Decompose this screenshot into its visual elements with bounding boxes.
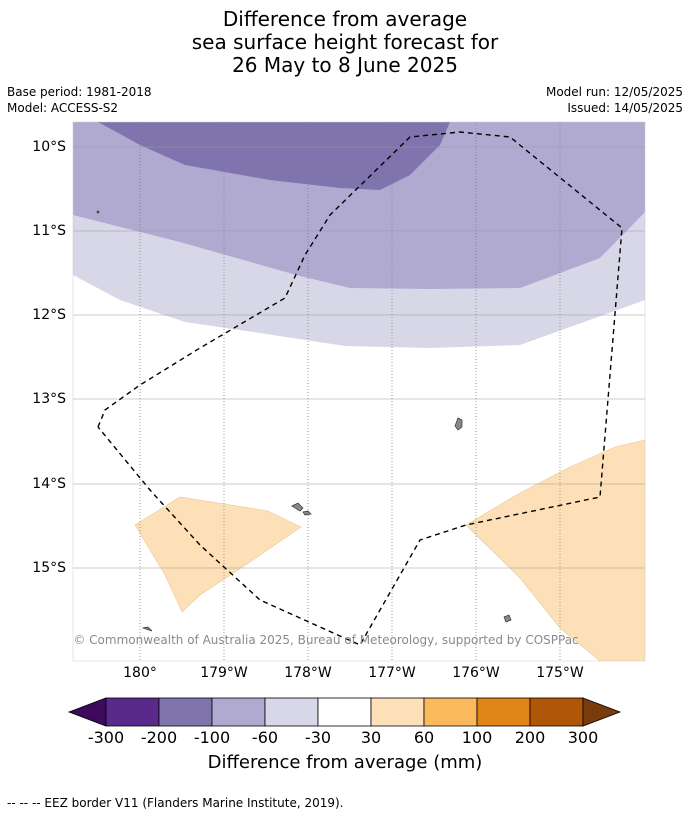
meta-left: Base period: 1981-2018 Model: ACCESS-S2: [7, 84, 152, 116]
colorbar-swatch: [158, 697, 213, 727]
colorbar-tick: 60: [413, 728, 435, 747]
lon-label: 179°W: [200, 665, 248, 681]
colorbar-extend-low: [67, 697, 107, 727]
eez-legend: -- -- -- EEZ border V11 (Flanders Marine…: [7, 796, 344, 810]
colorbar-swatch: [476, 697, 531, 727]
lat-label: 10°S: [32, 139, 66, 155]
colorbar-tick: -100: [193, 728, 231, 747]
island-south: [503, 614, 512, 623]
lat-label: 12°S: [32, 307, 66, 323]
title-line-3: 26 May to 8 June 2025: [232, 53, 458, 77]
colorbar-label: Difference from average (mm): [207, 752, 483, 773]
colorbar-swatch: [105, 697, 160, 727]
colorbar-extend-high: [582, 697, 622, 727]
copyright-notice: © Commonwealth of Australia 2025, Bureau…: [73, 633, 579, 647]
anomaly-region-pos30-west: [134, 496, 302, 613]
title-line-2: sea surface height forecast for: [191, 30, 499, 54]
colorbar-tick: 300: [567, 728, 599, 747]
colorbar-swatch: [423, 697, 478, 727]
meta-right: Model run: 12/05/2025 Issued: 14/05/2025: [546, 84, 683, 116]
lat-gridlines: [73, 146, 645, 569]
lat-label: 11°S: [32, 223, 66, 239]
island-alofi: [302, 510, 312, 516]
island-wallis: [454, 417, 463, 431]
lat-label: 15°S: [32, 560, 66, 576]
island-small-1: [141, 626, 153, 632]
model-name: Model: ACCESS-S2: [7, 101, 119, 115]
lon-label: 176°W: [452, 665, 500, 681]
issued-date: Issued: 14/05/2025: [567, 101, 683, 115]
colorbar-tick: 200: [514, 728, 546, 747]
lon-label: 180°: [123, 665, 157, 681]
colorbar-tick: -200: [140, 728, 178, 747]
colorbar-swatch: [317, 697, 372, 727]
map-plot-area: [73, 122, 645, 661]
lon-label: 178°W: [284, 665, 332, 681]
title-line-1: Difference from average: [222, 7, 468, 31]
lon-label: 177°W: [368, 665, 416, 681]
colorbar-swatch: [264, 697, 319, 727]
islands: [96, 210, 512, 632]
colorbar-tick: 100: [461, 728, 493, 747]
base-period: Base period: 1981-2018: [7, 85, 152, 99]
lat-label: 14°S: [32, 476, 66, 492]
lon-label: 175°W: [536, 665, 584, 681]
lat-label: 13°S: [32, 391, 66, 407]
model-run: Model run: 12/05/2025: [545, 85, 683, 99]
map-title: Difference from average sea surface heig…: [0, 8, 690, 77]
colorbar-swatch: [370, 697, 425, 727]
colorbar-swatch: [529, 697, 584, 727]
colorbar-tick: -300: [87, 728, 125, 747]
island-small-2: [96, 210, 100, 214]
colorbar-swatch: [211, 697, 266, 727]
island-futuna: [291, 502, 304, 512]
colorbar-tick: -30: [304, 728, 332, 747]
anomaly-region-neg100: [98, 122, 450, 190]
colorbar-tick: -60: [251, 728, 279, 747]
colorbar-tick: 30: [360, 728, 382, 747]
colorbar: [67, 697, 622, 727]
